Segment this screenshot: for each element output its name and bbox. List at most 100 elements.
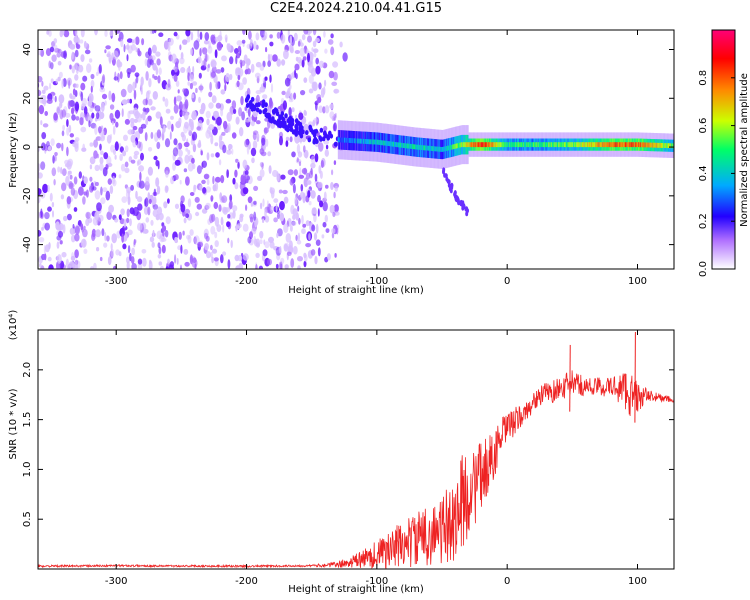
noise-mark: [131, 263, 137, 269]
noise-mark: [89, 185, 94, 193]
track-core: [487, 142, 489, 148]
y-tick-label: 2.0: [22, 362, 33, 378]
track-core: [668, 143, 670, 149]
track-core: [526, 142, 528, 148]
track-core: [382, 140, 384, 146]
noise-mark: [56, 241, 60, 249]
noise-mark: [317, 208, 320, 217]
colorbar-tick-label: 0.2: [698, 213, 709, 229]
noise-mark: [165, 185, 169, 192]
noise-mark: [71, 65, 76, 74]
noise-mark: [46, 99, 53, 104]
noise-mark: [264, 76, 268, 81]
track-core: [620, 142, 622, 148]
noise-mark: [88, 58, 93, 63]
noise-mark: [61, 109, 67, 118]
noise-mark: [74, 74, 79, 81]
track-core: [634, 142, 637, 148]
track-core: [419, 144, 421, 150]
noise-mark: [85, 211, 91, 219]
noise-mark: [265, 47, 268, 53]
signal-mark: [264, 102, 268, 108]
noise-mark: [122, 243, 127, 250]
noise-mark: [214, 231, 218, 239]
noise-mark: [331, 228, 336, 234]
noise-mark: [179, 44, 182, 51]
track-core: [496, 142, 498, 148]
noise-mark: [156, 230, 163, 240]
track-core: [394, 142, 396, 147]
tail-mark: [456, 197, 460, 203]
noise-mark: [83, 176, 88, 185]
noise-mark: [304, 110, 307, 116]
noise-mark: [302, 56, 307, 61]
noise-mark: [43, 244, 47, 255]
track-core: [462, 142, 465, 148]
noise-mark: [105, 45, 111, 50]
track-core: [453, 144, 455, 150]
noise-mark: [94, 211, 100, 221]
noise-mark: [160, 265, 164, 269]
noise-mark: [103, 242, 108, 248]
track-core: [534, 142, 536, 148]
track-core: [473, 142, 475, 148]
noise-mark: [303, 167, 307, 176]
noise-mark: [120, 38, 124, 48]
noise-mark: [185, 30, 191, 37]
track-core: [423, 145, 425, 151]
noise-mark: [127, 129, 134, 135]
noise-mark: [61, 78, 64, 89]
noise-mark: [174, 238, 178, 244]
noise-mark: [103, 152, 109, 160]
track-core: [581, 142, 583, 148]
noise-mark: [222, 251, 227, 256]
track-core: [485, 142, 487, 148]
noise-mark: [325, 144, 329, 150]
spectrogram-frame: [37, 29, 675, 270]
noise-mark: [189, 82, 193, 90]
noise-mark: [262, 198, 265, 207]
noise-mark: [126, 54, 129, 62]
noise-mark: [118, 251, 122, 257]
noise-mark: [297, 265, 301, 269]
noise-mark: [87, 100, 93, 107]
track-core: [620, 142, 622, 148]
signal-mark: [278, 120, 282, 126]
noise-mark: [284, 264, 289, 269]
track-core: [623, 142, 625, 148]
noise-mark: [124, 161, 129, 168]
track-core: [624, 142, 626, 148]
noise-mark: [326, 253, 331, 261]
noise-mark: [239, 59, 243, 65]
track-core: [598, 142, 601, 148]
noise-mark: [308, 201, 312, 206]
track-core: [671, 143, 673, 149]
track-core: [504, 142, 506, 148]
track-core: [538, 142, 540, 148]
noise-mark: [124, 118, 130, 125]
signal-mark: [284, 113, 288, 119]
snr-panel: -300 -200 -100 0 100 0.5 1.0 1.5 2.0 Height of …: [8, 310, 675, 595]
track-core: [663, 143, 665, 148]
track-core: [412, 144, 414, 149]
track-core: [594, 142, 596, 148]
noise-mark: [186, 67, 191, 75]
noise-mark: [183, 217, 187, 224]
noise-mark: [151, 55, 156, 61]
noise-mark: [158, 32, 164, 37]
track-core: [540, 142, 542, 148]
noise-mark: [125, 256, 131, 264]
noise-mark: [84, 49, 91, 55]
track-core: [444, 146, 447, 152]
tail-mark: [466, 208, 469, 214]
track-core: [530, 142, 533, 148]
track-core: [459, 142, 461, 148]
noise-mark: [129, 117, 135, 124]
noise-mark: [247, 236, 252, 244]
track-core: [355, 138, 357, 144]
noise-mark: [61, 168, 67, 177]
noise-mark: [50, 138, 55, 147]
track-core: [616, 142, 619, 148]
track-core: [641, 142, 644, 148]
track-core: [531, 142, 533, 148]
